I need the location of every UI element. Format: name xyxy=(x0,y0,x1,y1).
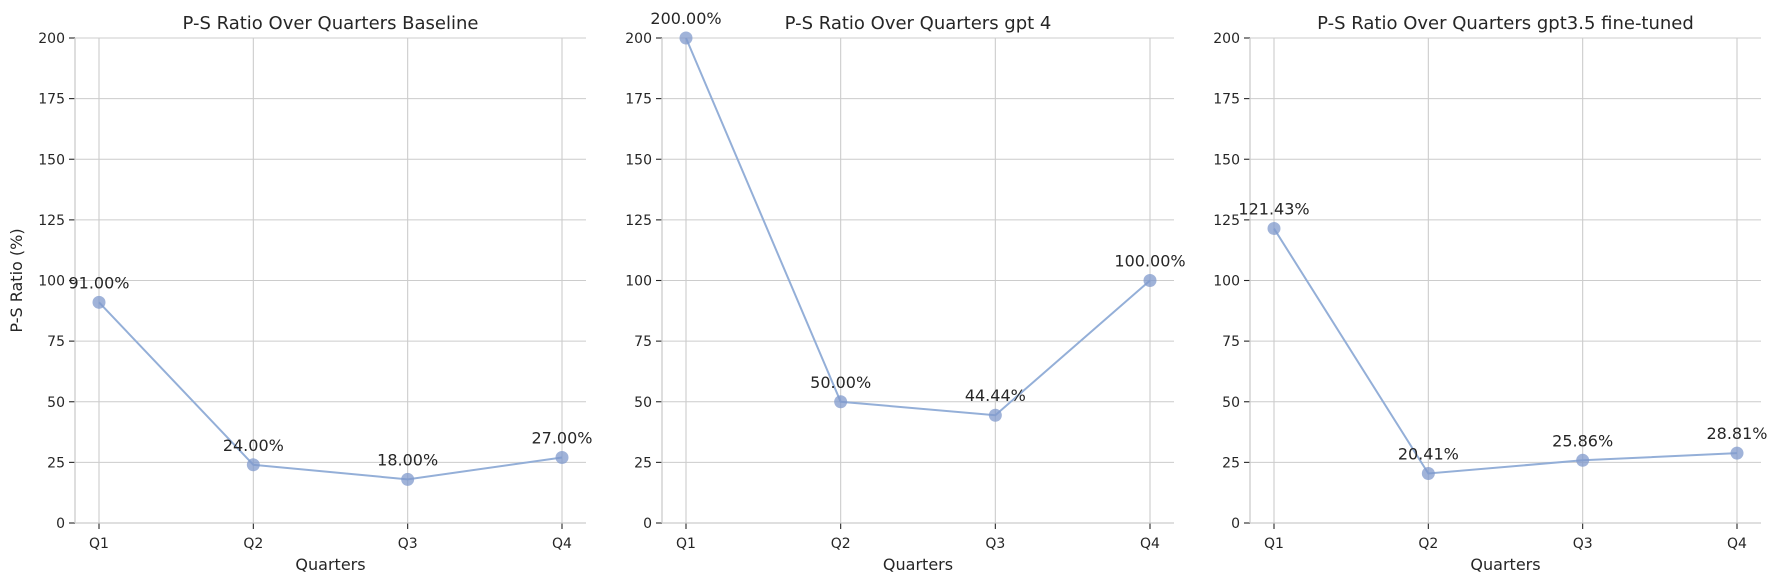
x-tick-label: Q4 xyxy=(1140,536,1160,552)
y-tick-label: 100 xyxy=(625,274,652,290)
y-tick-label: 50 xyxy=(1222,395,1240,411)
y-tick-label: 0 xyxy=(643,516,652,532)
y-tick-label: 200 xyxy=(625,31,652,47)
data-label: 44.44% xyxy=(965,386,1026,405)
y-tick-label: 125 xyxy=(625,213,652,229)
data-point[interactable] xyxy=(555,451,569,465)
chart-panel-3: 0 25 50 75 100 125 150 175 200 Q1 Q2 Q3 Q4 121.43% 20.… xyxy=(1213,13,1767,574)
y-tick-label: 75 xyxy=(47,334,65,350)
data-label: 28.81% xyxy=(1706,424,1767,443)
y-tick-label: 0 xyxy=(1231,516,1240,532)
x-tick-label: Q3 xyxy=(398,536,418,552)
chart-title: P-S Ratio Over Quarters gpt3.5 fine-tune… xyxy=(1317,13,1694,34)
x-axis-label: Quarters xyxy=(295,555,365,574)
x-tick-label: Q3 xyxy=(1573,536,1593,552)
data-label: 91.00% xyxy=(68,273,129,292)
y-tick-label: 100 xyxy=(1213,274,1240,290)
data-point[interactable] xyxy=(834,395,848,409)
y-tick-label: 25 xyxy=(1222,455,1240,471)
data-point[interactable] xyxy=(246,458,260,472)
data-label: 121.43% xyxy=(1238,200,1309,219)
y-axis-label: P-S Ratio (%) xyxy=(7,228,26,332)
chart-title: P-S Ratio Over Quarters gpt 4 xyxy=(785,13,1052,34)
x-tick-label: Q2 xyxy=(243,536,263,552)
series-line xyxy=(685,37,1151,417)
y-tick-label: 75 xyxy=(634,334,652,350)
y-tick-label: 200 xyxy=(38,31,65,47)
chart-panel-1: 0 25 50 75 100 125 150 175 200 Q1 Q2 Q3 Q4 91.00% 24.0… xyxy=(7,13,593,574)
data-point[interactable] xyxy=(401,472,415,486)
data-point[interactable] xyxy=(1730,446,1744,460)
data-label: 24.00% xyxy=(223,436,284,455)
x-tick-label: Q3 xyxy=(985,536,1005,552)
y-tick-label: 200 xyxy=(1213,31,1240,47)
y-tick-label: 175 xyxy=(1213,92,1240,108)
data-label: 50.00% xyxy=(810,373,871,392)
data-label: 200.00% xyxy=(650,9,721,28)
x-tick-label: Q4 xyxy=(552,536,572,552)
x-tick-label: Q1 xyxy=(1264,536,1284,552)
y-tick-label: 150 xyxy=(1213,152,1240,168)
y-tick-label: 100 xyxy=(38,274,65,290)
x-tick-label: Q1 xyxy=(676,536,696,552)
series-line xyxy=(1273,227,1738,475)
chart-panel-2: 0 25 50 75 100 125 150 175 200 Q1 Q2 Q3 Q4 200.00% 50.… xyxy=(625,9,1185,574)
data-point[interactable] xyxy=(92,295,106,309)
y-tick-label: 125 xyxy=(1213,213,1240,229)
x-tick-label: Q2 xyxy=(831,536,851,552)
data-label: 100.00% xyxy=(1114,252,1185,271)
data-label: 20.41% xyxy=(1398,445,1459,464)
x-tick-label: Q2 xyxy=(1418,536,1438,552)
data-point[interactable] xyxy=(988,408,1002,422)
x-axis-label: Quarters xyxy=(1470,555,1540,574)
x-tick-label: Q1 xyxy=(89,536,109,552)
data-point[interactable] xyxy=(1267,222,1281,236)
y-tick-label: 150 xyxy=(625,152,652,168)
y-tick-label: 0 xyxy=(56,516,65,532)
y-tick-label: 25 xyxy=(47,455,65,471)
y-tick-label: 50 xyxy=(634,395,652,411)
data-label: 25.86% xyxy=(1552,431,1613,450)
x-axis-label: Quarters xyxy=(883,555,953,574)
data-label: 18.00% xyxy=(377,450,438,469)
data-point[interactable] xyxy=(1576,453,1590,467)
data-point[interactable] xyxy=(1143,274,1157,287)
x-tick-label: Q4 xyxy=(1727,536,1747,552)
series-line xyxy=(98,301,563,481)
y-tick-label: 75 xyxy=(1222,334,1240,350)
chart-title: P-S Ratio Over Quarters Baseline xyxy=(182,13,478,34)
y-tick-label: 175 xyxy=(38,92,65,108)
data-point[interactable] xyxy=(1421,467,1435,481)
data-label: 27.00% xyxy=(531,429,592,448)
y-tick-label: 150 xyxy=(38,152,65,168)
y-tick-label: 50 xyxy=(47,395,65,411)
y-tick-label: 125 xyxy=(38,213,65,229)
data-point[interactable] xyxy=(679,31,693,45)
y-tick-label: 175 xyxy=(625,92,652,108)
y-tick-label: 25 xyxy=(634,455,652,471)
